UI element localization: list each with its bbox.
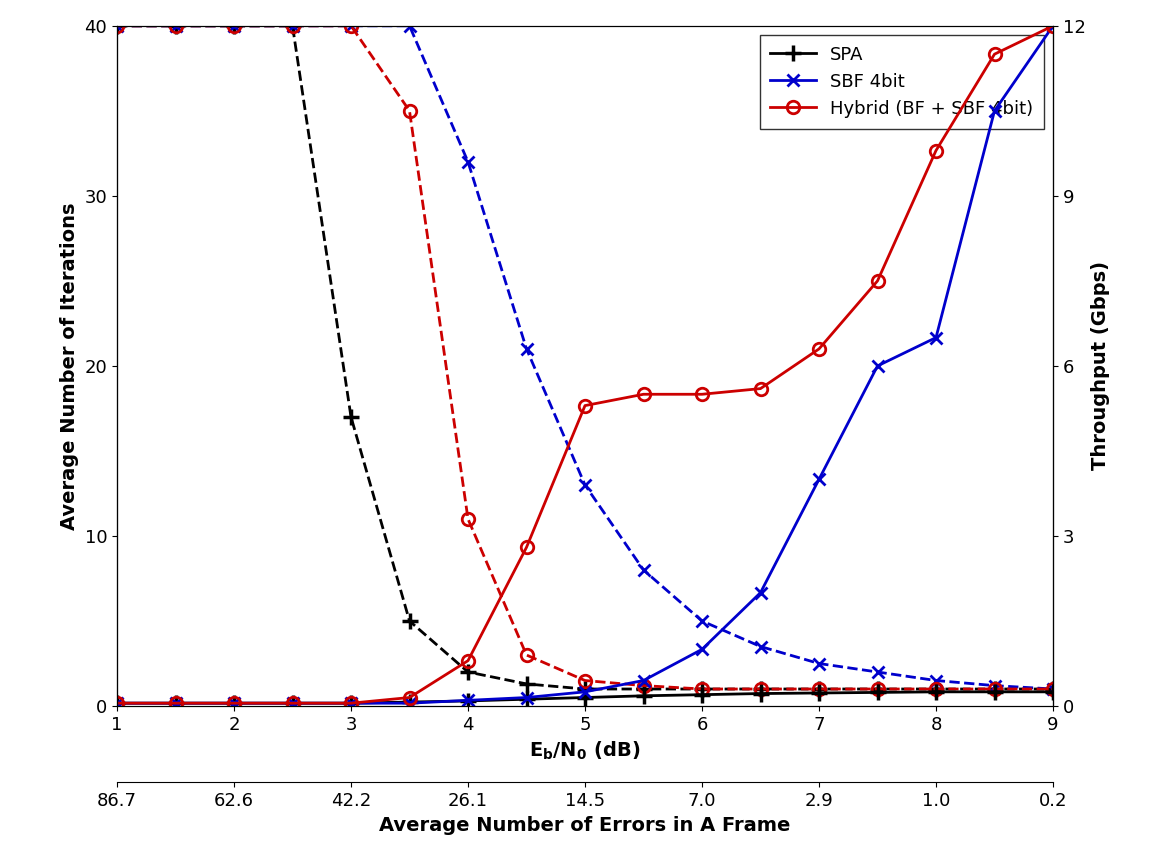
Y-axis label: Throughput (Gbps): Throughput (Gbps) [1092,262,1110,470]
Legend: SPA, SBF 4bit, Hybrid (BF + SBF 4bit): SPA, SBF 4bit, Hybrid (BF + SBF 4bit) [759,34,1044,128]
Y-axis label: Average Number of Iterations: Average Number of Iterations [60,202,78,530]
X-axis label: $\mathregular{E_b/N_0}$ (dB): $\mathregular{E_b/N_0}$ (dB) [529,740,641,762]
X-axis label: Average Number of Errors in A Frame: Average Number of Errors in A Frame [379,815,791,834]
